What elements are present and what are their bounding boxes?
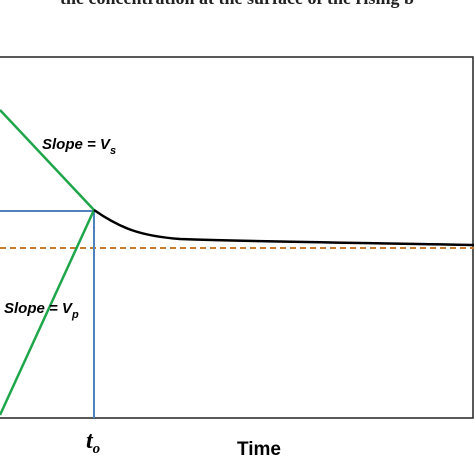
t0-text: t (86, 428, 94, 454)
slope-p-line (0, 209, 96, 416)
slope-s-sub: s (110, 145, 116, 157)
frame (0, 56, 474, 419)
slope-p-label: Slope = Vp (4, 300, 79, 321)
t0-sub: o (93, 441, 101, 457)
slope-s-line (0, 109, 95, 211)
slope-s-text: Slope = V (42, 136, 112, 153)
slope-s-label: Slope = Vs (42, 136, 116, 157)
slope-p-text: Slope = V (4, 300, 74, 317)
slope-p-sub: p (71, 309, 79, 321)
concentration-curve (93, 208, 474, 247)
x-axis-label: Time (237, 439, 281, 460)
caption: the concentration at the surface of the … (60, 0, 414, 8)
t0-label: to (86, 428, 100, 457)
